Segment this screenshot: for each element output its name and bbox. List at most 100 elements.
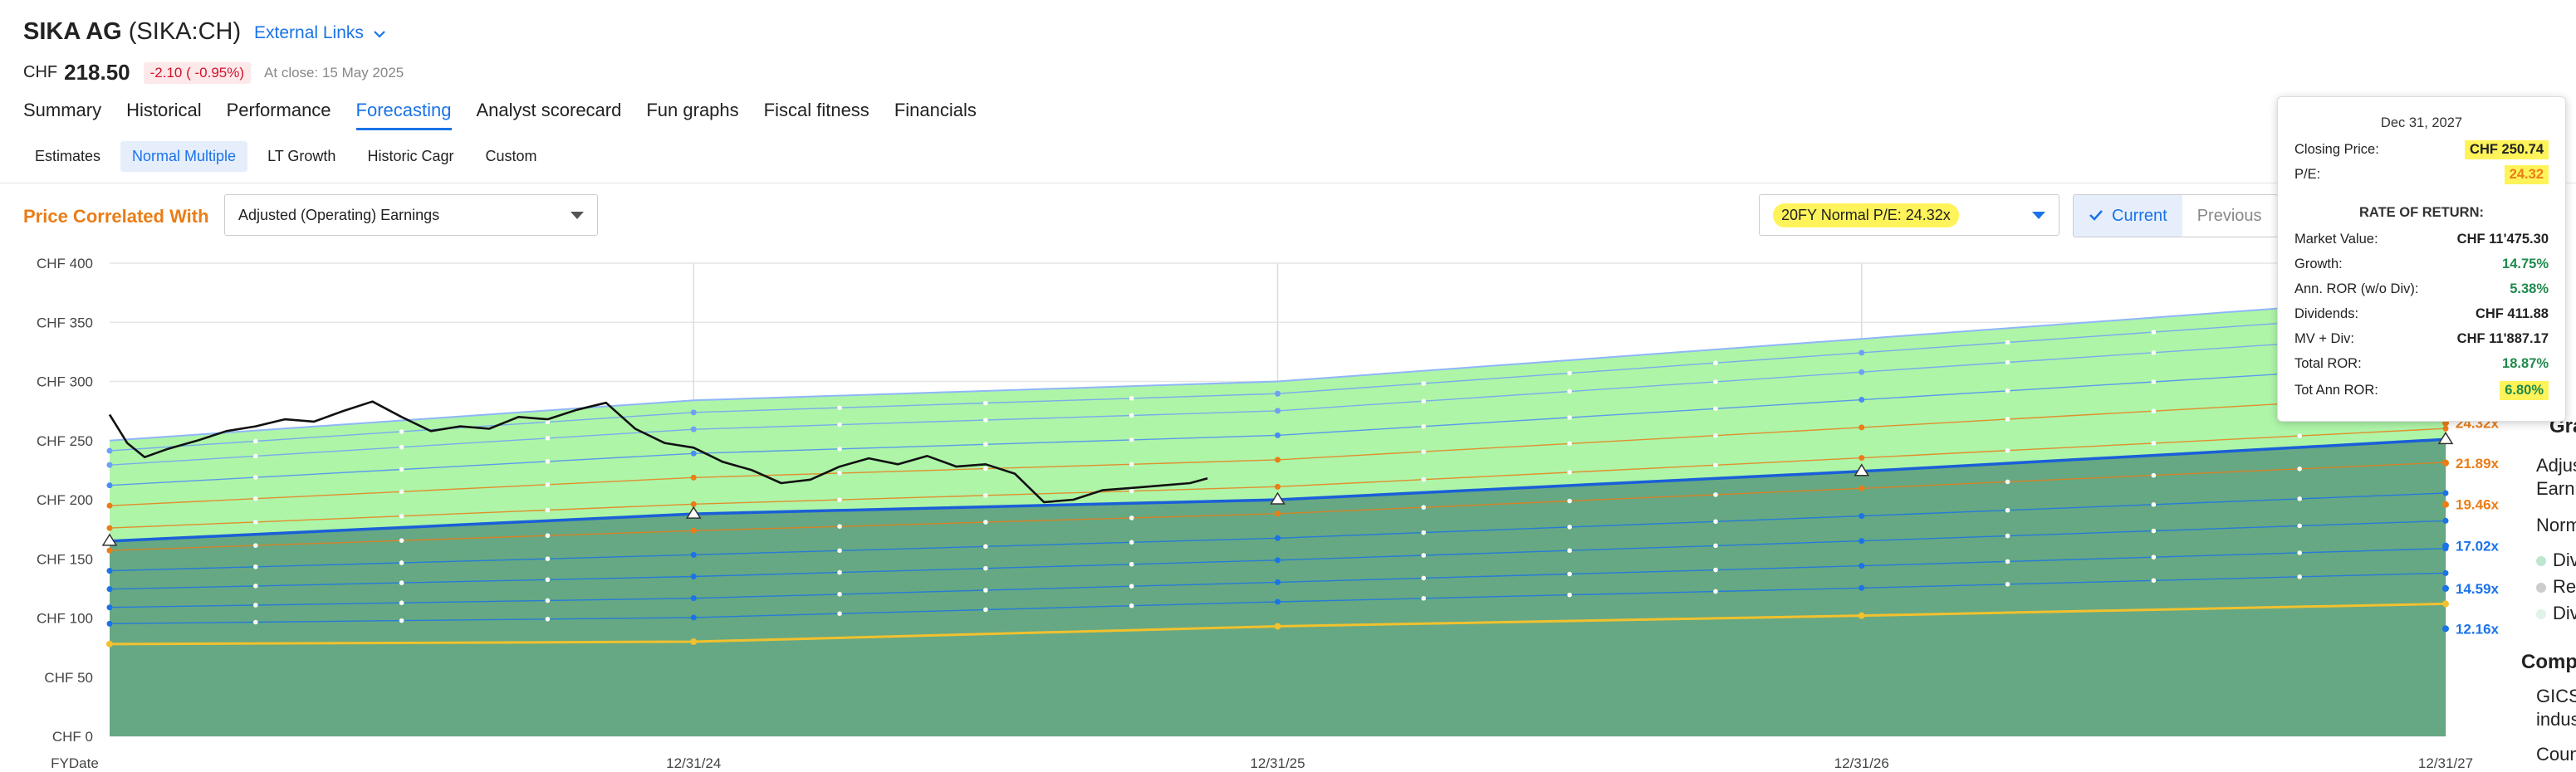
company-name: SIKA AG: [23, 18, 122, 45]
multiple-point: [983, 400, 988, 406]
multiple-point: [1567, 525, 1572, 530]
tab-summary[interactable]: Summary: [23, 100, 102, 120]
multiple-point: [106, 568, 113, 574]
multiple-point: [2151, 349, 2157, 355]
multiple-point: [1859, 538, 1865, 545]
multiple-point: [1275, 390, 1281, 397]
multiple-point: [2151, 441, 2157, 446]
multiple-point: [253, 496, 258, 501]
tooltip-tot-ann-ror-value: 6.80%: [2500, 381, 2549, 400]
tooltip-closing-value: CHF 250.74: [2465, 140, 2549, 159]
tab-analyst-scorecard[interactable]: Analyst scorecard: [476, 100, 622, 120]
multiple-point: [2151, 330, 2157, 335]
multiple-point: [2005, 447, 2010, 453]
normal-pe-select[interactable]: 20FY Normal P/E: 24.32x: [1759, 194, 2059, 236]
multiple-label: 17.02x: [2456, 539, 2500, 555]
subtab-normal-multiple[interactable]: Normal Multiple: [120, 141, 248, 172]
multiple-point: [1859, 349, 1865, 356]
current-price: 218.50: [64, 60, 130, 85]
multiple-point: [1859, 485, 1865, 491]
multiple-end-point: [2442, 584, 2449, 592]
previous-toggle-button[interactable]: Previous: [2182, 195, 2277, 237]
valuation-chart[interactable]: 24.32x21.89x19.46x17.02x14.59x12.16xCHF …: [0, 249, 2525, 772]
legend-dot-icon: [2536, 609, 2546, 619]
multiple-point: [545, 616, 551, 622]
tab-performance[interactable]: Performance: [226, 100, 331, 120]
multiple-point: [690, 614, 697, 621]
tab-forecasting[interactable]: Forecasting: [355, 100, 452, 130]
tooltip-growth-value: 14.75%: [2502, 257, 2549, 271]
multiple-point: [2005, 533, 2010, 539]
multiple-end-point: [2442, 625, 2449, 633]
multiple-point: [399, 618, 404, 623]
multiple-point: [1713, 519, 1718, 525]
multiple-point: [2151, 528, 2157, 534]
x-tick-label: 12/31/24: [666, 755, 721, 771]
multiple-point: [1275, 579, 1281, 585]
external-links-dropdown[interactable]: External Links: [254, 23, 385, 43]
price-currency: CHF: [23, 63, 58, 81]
subtab-lt-growth[interactable]: LT Growth: [267, 148, 336, 164]
tooltip-row-tot-ann-ror: Tot Ann ROR: 6.80%: [2294, 381, 2549, 400]
multiple-point: [690, 527, 697, 534]
multiple-point: [690, 551, 697, 558]
side-panel-adjusted: Adjus: [2536, 455, 2576, 476]
multiple-point: [2297, 433, 2302, 438]
multiple-point: [983, 544, 988, 550]
multiple-point: [983, 520, 988, 525]
multiple-point: [2005, 340, 2010, 345]
tooltip-ann-ror-value: 5.38%: [2510, 281, 2549, 296]
tooltip-row-market-value: Market Value: CHF 11'475.30: [2294, 232, 2549, 247]
price-correlated-label: Price Correlated With: [23, 206, 209, 227]
multiple-point: [983, 493, 988, 498]
multiple-point: [1421, 553, 1427, 558]
tab-fiscal-fitness[interactable]: Fiscal fitness: [763, 100, 869, 120]
subtab-estimates[interactable]: Estimates: [35, 148, 101, 164]
tab-financials[interactable]: Financials: [894, 100, 977, 120]
tooltip-row-total-ror: Total ROR: 18.87%: [2294, 356, 2549, 372]
multiple-point: [690, 501, 697, 507]
multiple-point: [983, 466, 988, 472]
multiple-point: [253, 475, 258, 480]
legend-item-dividends: Div: [2536, 550, 2576, 571]
multiple-point: [253, 619, 258, 625]
tooltip-total-ror-value: 18.87%: [2502, 356, 2549, 371]
multiple-point: [253, 603, 258, 608]
multiple-point: [2005, 559, 2010, 564]
legend-dot-icon: [2536, 556, 2546, 566]
y-tick-label: CHF 200: [37, 492, 93, 508]
multiple-point: [1275, 408, 1281, 414]
tooltip-tot-ann-ror-label: Tot Ann ROR:: [2294, 383, 2378, 398]
tooltip-dividends-value: CHF 411.88: [2475, 306, 2549, 321]
multiple-point: [2005, 582, 2010, 587]
multiple-point: [399, 467, 404, 472]
tooltip-market-value: CHF 11'475.30: [2456, 232, 2549, 247]
multiple-point: [1275, 511, 1281, 517]
subtab-custom[interactable]: Custom: [485, 148, 537, 164]
multiple-point: [1859, 397, 1865, 403]
x-tick-label: FYDate: [51, 755, 99, 771]
tab-historical[interactable]: Historical: [126, 100, 202, 120]
side-panel-industry: indus: [2536, 709, 2576, 730]
caret-down-icon: [571, 211, 584, 219]
upper-band-line: [109, 295, 2446, 442]
multiple-point: [2297, 550, 2302, 555]
multiple-point: [1129, 561, 1134, 567]
tooltip-row-closing: Closing Price: CHF 250.74: [2294, 140, 2549, 159]
multiple-point: [2151, 472, 2157, 478]
external-links-label: External Links: [254, 23, 364, 42]
current-toggle-button[interactable]: Current: [2074, 195, 2182, 237]
earnings-select[interactable]: Adjusted (Operating) Earnings: [224, 194, 598, 236]
multiple-point: [837, 422, 842, 428]
close-timestamp: At close: 15 May 2025: [264, 64, 404, 81]
side-panel-country: Count: [2536, 744, 2576, 765]
multiple-point: [545, 533, 551, 539]
multiple-point: [1713, 360, 1718, 366]
multiple-point: [1713, 589, 1718, 594]
tab-fun-graphs[interactable]: Fun graphs: [646, 100, 739, 120]
subtab-historic-cagr[interactable]: Historic Cagr: [367, 148, 454, 164]
multiple-point: [106, 502, 113, 509]
multiple-point: [2151, 502, 2157, 507]
multiple-point: [837, 497, 842, 502]
multiple-label: 12.16x: [2456, 621, 2500, 637]
